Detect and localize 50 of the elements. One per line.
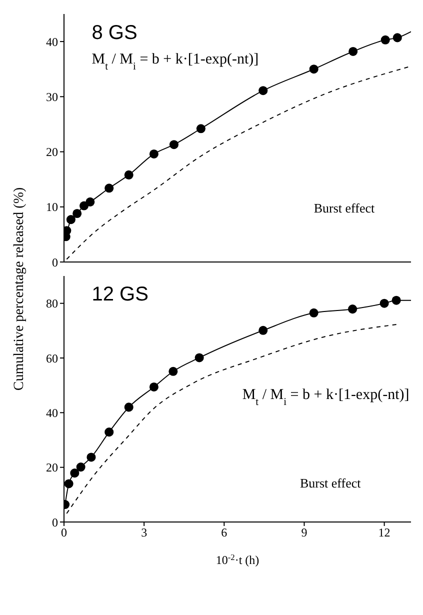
y-tick-label: 10 [46, 200, 58, 214]
annotation: Burst effect [300, 476, 362, 491]
y-tick-label: 20 [46, 145, 58, 160]
point [348, 304, 358, 314]
point [168, 366, 178, 376]
point [258, 326, 268, 335]
annotation: 8 GS [92, 22, 138, 44]
y-tick-label: 0 [52, 255, 58, 270]
x-tick-label: 3 [141, 526, 148, 540]
point [86, 452, 96, 462]
point [70, 468, 80, 478]
point [392, 33, 402, 42]
x-tick-label: 0 [61, 526, 67, 540]
y-tick-label: 20 [46, 460, 58, 475]
point [76, 462, 86, 472]
point [124, 402, 134, 412]
y-tick-label: 30 [46, 90, 58, 104]
y-axis-title: Cumulative percentage released (%) [12, 187, 27, 391]
point [124, 170, 134, 180]
point [258, 86, 268, 96]
y-tick-label: 60 [46, 351, 58, 366]
point [196, 124, 206, 134]
annotation: M$_{t}$ / M$_{i}$ = b + k·[1-exp(-nt)] [242, 387, 410, 408]
point [64, 479, 74, 488]
point [380, 298, 389, 308]
point [66, 215, 76, 224]
point [149, 149, 158, 158]
annotation: 12 GS [92, 284, 148, 306]
y-tick-label: 80 [46, 296, 58, 311]
point [309, 64, 318, 74]
x-tick-label: 9 [301, 526, 308, 540]
y-tick-label: 0 [52, 515, 58, 530]
x-tick-label: 6 [221, 526, 228, 540]
point [309, 308, 318, 318]
point [104, 184, 114, 193]
point [194, 353, 204, 362]
point [348, 46, 358, 56]
point [149, 382, 158, 392]
point [104, 428, 114, 437]
point [169, 140, 178, 150]
annotation: M$_{t}$ / M$_{i}$ = b + k·[1-exp(-nt)] [92, 52, 259, 72]
annotation: Burst effect [314, 200, 375, 216]
x-tick-label: 12 [378, 526, 390, 540]
y-tick-label: 40 [46, 406, 58, 420]
x-axis-title: 10$^{-2}$·t (h) [216, 552, 260, 567]
point [72, 208, 82, 218]
point [380, 35, 390, 44]
y-tick-label: 40 [46, 34, 58, 49]
point [392, 296, 401, 305]
point [86, 197, 95, 206]
